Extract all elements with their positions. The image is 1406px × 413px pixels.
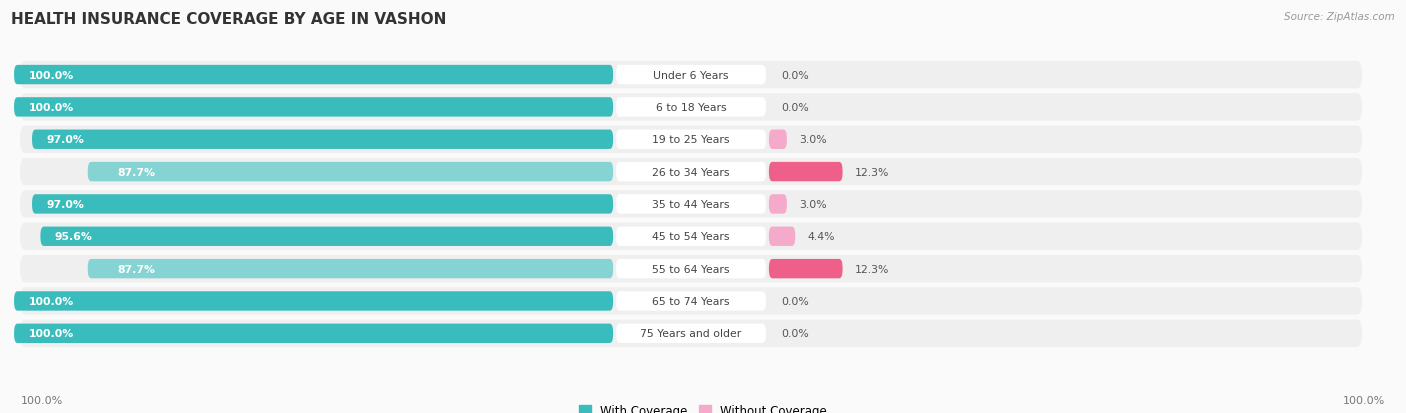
FancyBboxPatch shape [769, 259, 842, 279]
Text: 100.0%: 100.0% [28, 103, 73, 113]
Text: 45 to 54 Years: 45 to 54 Years [652, 232, 730, 242]
FancyBboxPatch shape [20, 287, 1362, 315]
FancyBboxPatch shape [20, 320, 1362, 347]
FancyBboxPatch shape [769, 227, 796, 247]
Text: 100.0%: 100.0% [28, 328, 73, 339]
FancyBboxPatch shape [14, 66, 613, 85]
FancyBboxPatch shape [20, 255, 1362, 282]
Text: 6 to 18 Years: 6 to 18 Years [655, 103, 727, 113]
Text: 12.3%: 12.3% [855, 264, 889, 274]
FancyBboxPatch shape [616, 259, 766, 279]
Text: 97.0%: 97.0% [46, 135, 84, 145]
Text: 75 Years and older: 75 Years and older [640, 328, 741, 339]
FancyBboxPatch shape [769, 195, 787, 214]
Text: 3.0%: 3.0% [799, 199, 827, 209]
FancyBboxPatch shape [14, 98, 613, 117]
Text: Under 6 Years: Under 6 Years [654, 70, 728, 81]
Text: 55 to 64 Years: 55 to 64 Years [652, 264, 730, 274]
FancyBboxPatch shape [32, 130, 613, 150]
Text: 100.0%: 100.0% [28, 70, 73, 81]
Text: 87.7%: 87.7% [118, 167, 156, 177]
FancyBboxPatch shape [20, 126, 1362, 154]
FancyBboxPatch shape [14, 292, 613, 311]
Text: 65 to 74 Years: 65 to 74 Years [652, 296, 730, 306]
FancyBboxPatch shape [32, 195, 613, 214]
FancyBboxPatch shape [20, 191, 1362, 218]
Text: 26 to 34 Years: 26 to 34 Years [652, 167, 730, 177]
FancyBboxPatch shape [616, 324, 766, 343]
Text: Source: ZipAtlas.com: Source: ZipAtlas.com [1284, 12, 1395, 22]
Text: 97.0%: 97.0% [46, 199, 84, 209]
FancyBboxPatch shape [616, 292, 766, 311]
FancyBboxPatch shape [616, 162, 766, 182]
Text: HEALTH INSURANCE COVERAGE BY AGE IN VASHON: HEALTH INSURANCE COVERAGE BY AGE IN VASH… [11, 12, 447, 27]
FancyBboxPatch shape [20, 159, 1362, 186]
FancyBboxPatch shape [87, 162, 613, 182]
FancyBboxPatch shape [616, 66, 766, 85]
FancyBboxPatch shape [769, 162, 842, 182]
Text: 100.0%: 100.0% [1343, 395, 1385, 405]
FancyBboxPatch shape [20, 62, 1362, 89]
FancyBboxPatch shape [616, 130, 766, 150]
Text: 35 to 44 Years: 35 to 44 Years [652, 199, 730, 209]
FancyBboxPatch shape [20, 94, 1362, 121]
Text: 3.0%: 3.0% [799, 135, 827, 145]
Text: 0.0%: 0.0% [780, 103, 808, 113]
Text: 0.0%: 0.0% [780, 296, 808, 306]
Text: 4.4%: 4.4% [807, 232, 835, 242]
Legend: With Coverage, Without Coverage: With Coverage, Without Coverage [574, 399, 832, 413]
Text: 87.7%: 87.7% [118, 264, 156, 274]
Text: 0.0%: 0.0% [780, 328, 808, 339]
FancyBboxPatch shape [616, 98, 766, 117]
FancyBboxPatch shape [41, 227, 613, 247]
Text: 95.6%: 95.6% [55, 232, 93, 242]
Text: 0.0%: 0.0% [780, 70, 808, 81]
FancyBboxPatch shape [616, 195, 766, 214]
Text: 100.0%: 100.0% [28, 296, 73, 306]
FancyBboxPatch shape [87, 259, 613, 279]
FancyBboxPatch shape [769, 130, 787, 150]
Text: 12.3%: 12.3% [855, 167, 889, 177]
FancyBboxPatch shape [616, 227, 766, 247]
Text: 19 to 25 Years: 19 to 25 Years [652, 135, 730, 145]
FancyBboxPatch shape [14, 324, 613, 343]
FancyBboxPatch shape [20, 223, 1362, 250]
Text: 100.0%: 100.0% [21, 395, 63, 405]
